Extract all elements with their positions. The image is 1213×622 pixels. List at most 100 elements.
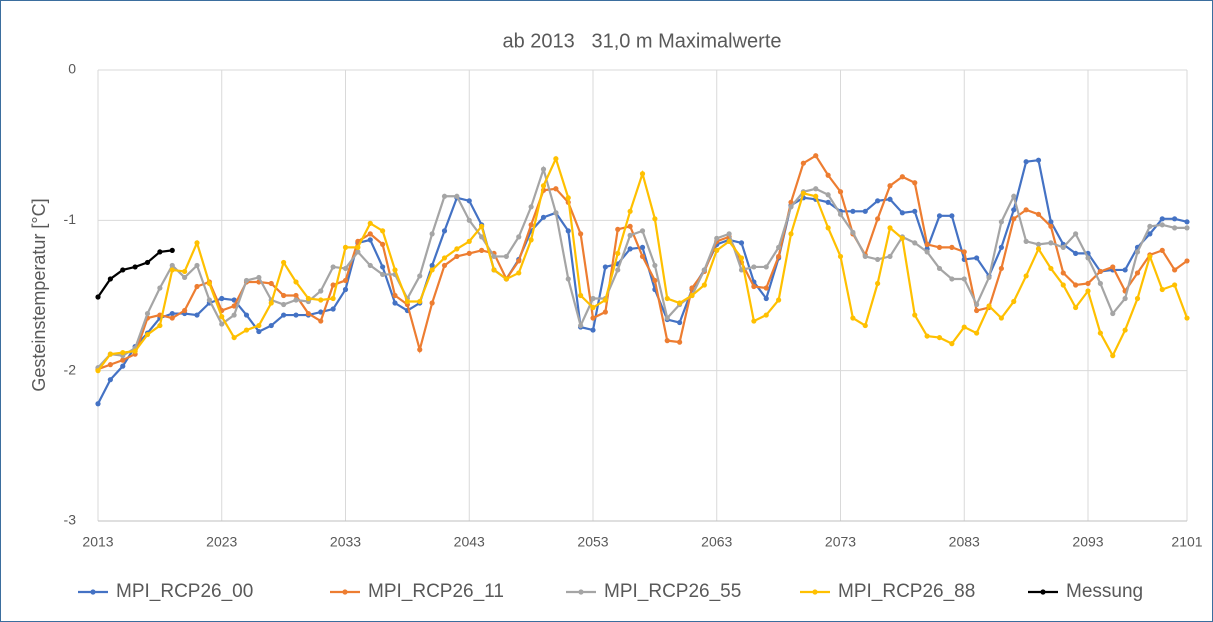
- data-point: [367, 262, 373, 269]
- data-point: [1184, 225, 1190, 231]
- data-point: [1184, 219, 1190, 225]
- data-point: [1048, 265, 1054, 272]
- data-point: [305, 310, 311, 317]
- data-point: [144, 310, 151, 317]
- data-point: [256, 274, 262, 281]
- x-tick-label: 2083: [949, 534, 980, 550]
- data-point: [429, 267, 435, 273]
- data-point: [132, 348, 138, 354]
- data-point: [380, 264, 386, 270]
- data-point: [380, 241, 386, 247]
- data-point: [1085, 280, 1091, 287]
- data-point: [1172, 282, 1178, 288]
- data-point: [256, 328, 262, 335]
- data-point: [714, 235, 720, 241]
- data-point: [1011, 298, 1017, 305]
- legend-label: MPI_RCP26_11: [368, 581, 504, 602]
- data-point: [602, 309, 608, 315]
- data-point: [1011, 216, 1017, 222]
- data-point: [763, 295, 769, 302]
- data-point: [479, 223, 485, 229]
- data-point: [1023, 273, 1029, 279]
- data-point: [219, 295, 225, 302]
- data-point: [107, 351, 113, 357]
- data-point: [763, 285, 769, 291]
- data-point: [1159, 222, 1165, 228]
- data-point: [664, 315, 670, 321]
- data-point: [639, 171, 646, 177]
- data-point: [206, 297, 212, 303]
- data-point: [1048, 223, 1054, 229]
- data-point: [268, 300, 274, 306]
- data-point: [1035, 211, 1042, 217]
- data-point: [1122, 327, 1128, 333]
- data-point: [293, 279, 299, 285]
- data-point: [1134, 249, 1141, 255]
- data-point: [330, 264, 336, 270]
- data-point: [392, 292, 398, 299]
- x-tick-label: 2101: [1171, 534, 1202, 550]
- data-point: [157, 249, 163, 255]
- legend-label: MPI_RCP26_88: [838, 581, 975, 602]
- data-point: [701, 282, 707, 288]
- data-point: [1011, 207, 1017, 213]
- data-point: [95, 401, 101, 407]
- data-point: [1147, 253, 1153, 260]
- data-point: [429, 300, 435, 306]
- data-point: [318, 288, 324, 294]
- data-point: [1134, 270, 1141, 276]
- data-point: [850, 315, 856, 321]
- data-point: [503, 253, 509, 260]
- data-point: [503, 276, 509, 282]
- data-point: [961, 249, 967, 255]
- data-point: [281, 259, 287, 266]
- data-point: [553, 186, 559, 192]
- data-point: [330, 295, 336, 302]
- data-point: [466, 198, 472, 204]
- data-point: [429, 231, 435, 237]
- data-point: [540, 166, 547, 172]
- x-tick-label: 2033: [330, 534, 361, 550]
- data-point: [602, 264, 608, 270]
- data-point: [1110, 310, 1116, 317]
- data-point: [367, 220, 373, 226]
- data-point: [1023, 238, 1029, 244]
- data-point: [912, 240, 918, 246]
- data-point: [652, 262, 658, 269]
- data-point: [1110, 353, 1116, 359]
- data-point: [1073, 231, 1079, 237]
- data-point: [949, 244, 955, 250]
- data-point: [701, 267, 707, 273]
- data-point: [268, 280, 274, 287]
- data-point: [974, 330, 980, 336]
- x-tick-label: 2013: [82, 534, 113, 550]
- data-point: [1085, 288, 1091, 294]
- data-point: [95, 368, 101, 374]
- data-point: [1159, 247, 1165, 253]
- data-point: [974, 301, 980, 308]
- data-point: [466, 217, 472, 223]
- data-point: [1097, 280, 1103, 287]
- data-point: [949, 213, 955, 219]
- data-point: [429, 262, 435, 269]
- data-point: [565, 228, 571, 234]
- data-point: [590, 295, 596, 302]
- x-tick-label: 2093: [1072, 534, 1103, 550]
- data-point: [243, 277, 250, 284]
- data-point: [961, 324, 967, 330]
- data-point: [776, 297, 782, 303]
- data-point: [1159, 216, 1165, 222]
- data-point: [590, 327, 596, 333]
- data-point: [182, 268, 188, 275]
- data-point: [540, 214, 547, 220]
- data-point: [825, 192, 831, 198]
- y-tick-label: -1: [64, 211, 77, 227]
- data-point: [441, 228, 448, 234]
- data-point: [491, 267, 497, 273]
- data-point: [639, 228, 646, 234]
- y-axis-label: Gesteinstemperatur [°C]: [29, 198, 49, 391]
- data-point: [1060, 282, 1066, 288]
- data-point: [144, 331, 151, 338]
- data-point: [305, 295, 311, 302]
- data-point: [875, 216, 881, 222]
